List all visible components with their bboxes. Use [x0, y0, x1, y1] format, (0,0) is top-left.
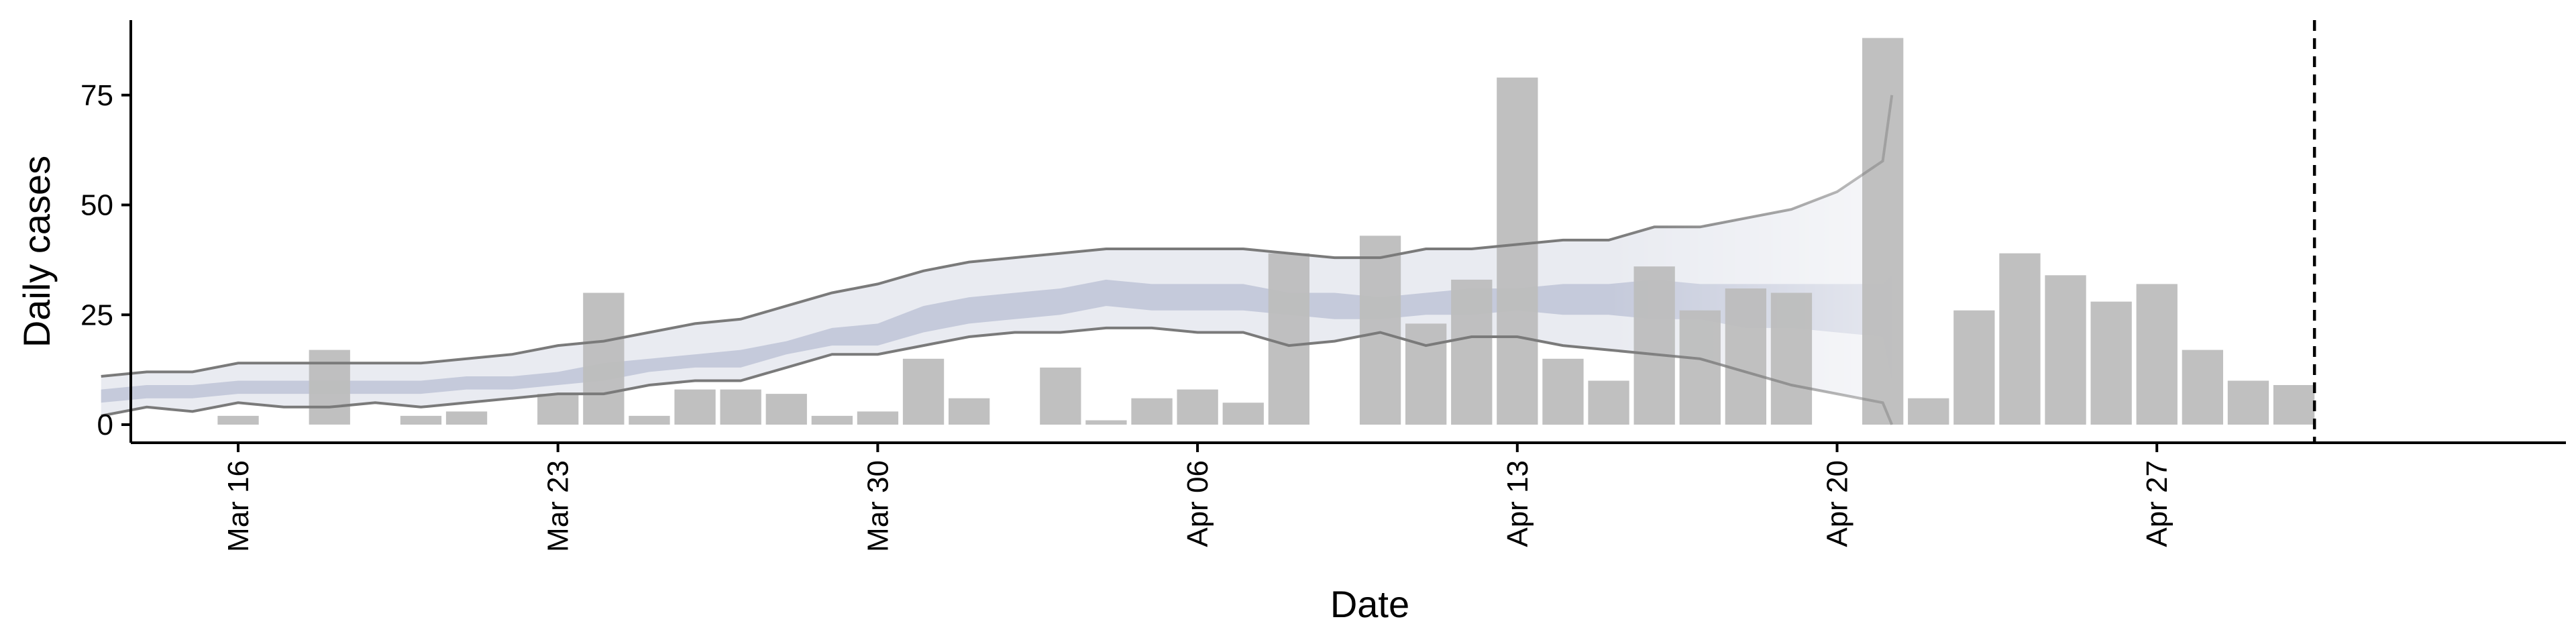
- bar-2020-03-29: [811, 415, 853, 425]
- x-tick-label-2020-03-23: Mar 23: [542, 460, 575, 552]
- bar-2020-03-28: [765, 394, 807, 425]
- x-tick-label-2020-04-20: Apr 20: [1821, 460, 1854, 547]
- bar-2020-03-31: [902, 358, 945, 425]
- bar-2020-04-18: [1725, 288, 1766, 425]
- bar-2020-04-11: [1405, 323, 1447, 425]
- bar-2020-04-10: [1359, 235, 1401, 425]
- upper-bound-line: [101, 95, 1894, 378]
- bar-2020-03-16: [217, 415, 259, 425]
- bar-2020-04-07: [1222, 402, 1264, 425]
- bar-2020-03-30: [857, 411, 899, 425]
- bar-2020-04-22: [1908, 398, 1949, 425]
- bar-2020-04-03: [1040, 367, 1081, 425]
- x-tick-label-2020-03-16: Mar 16: [222, 460, 255, 552]
- bar-2020-04-05: [1131, 398, 1173, 425]
- bar-2020-04-28: [2182, 350, 2223, 425]
- bar-2020-04-12: [1451, 279, 1493, 425]
- x-tick-label-2020-04-06: Apr 06: [1181, 460, 1214, 547]
- bar-2020-03-18: [309, 350, 350, 425]
- bar-2020-04-14: [1542, 358, 1584, 425]
- axes: 0 25 50 75 Mar 16 Mar 23 Mar 30 Apr 06 Apr 13 Apr…: [80, 20, 2566, 552]
- bar-2020-04-23: [1953, 310, 1995, 425]
- bar-2020-04-16: [1633, 266, 1675, 425]
- band-lines: [101, 95, 1894, 425]
- bar-2020-03-26: [674, 389, 716, 425]
- bar-2020-04-27: [2136, 284, 2178, 425]
- bar-2020-04-04: [1085, 420, 1127, 425]
- lower-bound-line: [101, 326, 1894, 425]
- bar-2020-03-23: [537, 394, 579, 425]
- bar-2020-04-26: [2090, 301, 2132, 425]
- bar-2020-04-17: [1679, 310, 1721, 425]
- inner-interval-band: [101, 275, 1892, 403]
- x-tick-label-2020-04-27: Apr 27: [2141, 460, 2174, 547]
- y-axis-title: Daily cases: [15, 156, 58, 347]
- y-tick-label-25: 25: [80, 299, 113, 331]
- bar-2020-04-13: [1497, 77, 1538, 425]
- bar-2020-03-20: [400, 415, 442, 425]
- bar-2020-03-27: [720, 389, 761, 425]
- bar-2020-04-01: [949, 398, 990, 425]
- y-tick-label-0: 0: [97, 409, 113, 441]
- bar-2020-04-06: [1177, 389, 1218, 425]
- bars: [217, 38, 2315, 425]
- y-tick-label-75: 75: [80, 79, 113, 112]
- bar-2020-04-25: [2045, 275, 2086, 425]
- bar-2020-04-15: [1588, 380, 1629, 425]
- x-axis-title: Date: [1330, 583, 1409, 625]
- bar-2020-04-19: [1770, 292, 1813, 425]
- x-tick-label-2020-03-30: Mar 30: [861, 460, 894, 552]
- bar-2020-04-21: [1862, 38, 1904, 425]
- bar-2020-03-24: [583, 292, 625, 425]
- bar-2020-04-29: [2227, 380, 2269, 425]
- bar-2020-04-30: [2273, 385, 2315, 425]
- bar-2020-04-08: [1268, 253, 1309, 425]
- y-tick-label-50: 50: [80, 189, 113, 222]
- bar-2020-03-25: [629, 415, 670, 425]
- x-tick-label-2020-04-13: Apr 13: [1501, 460, 1534, 547]
- bar-2020-04-24: [1999, 253, 2041, 425]
- bar-2020-03-21: [445, 411, 488, 425]
